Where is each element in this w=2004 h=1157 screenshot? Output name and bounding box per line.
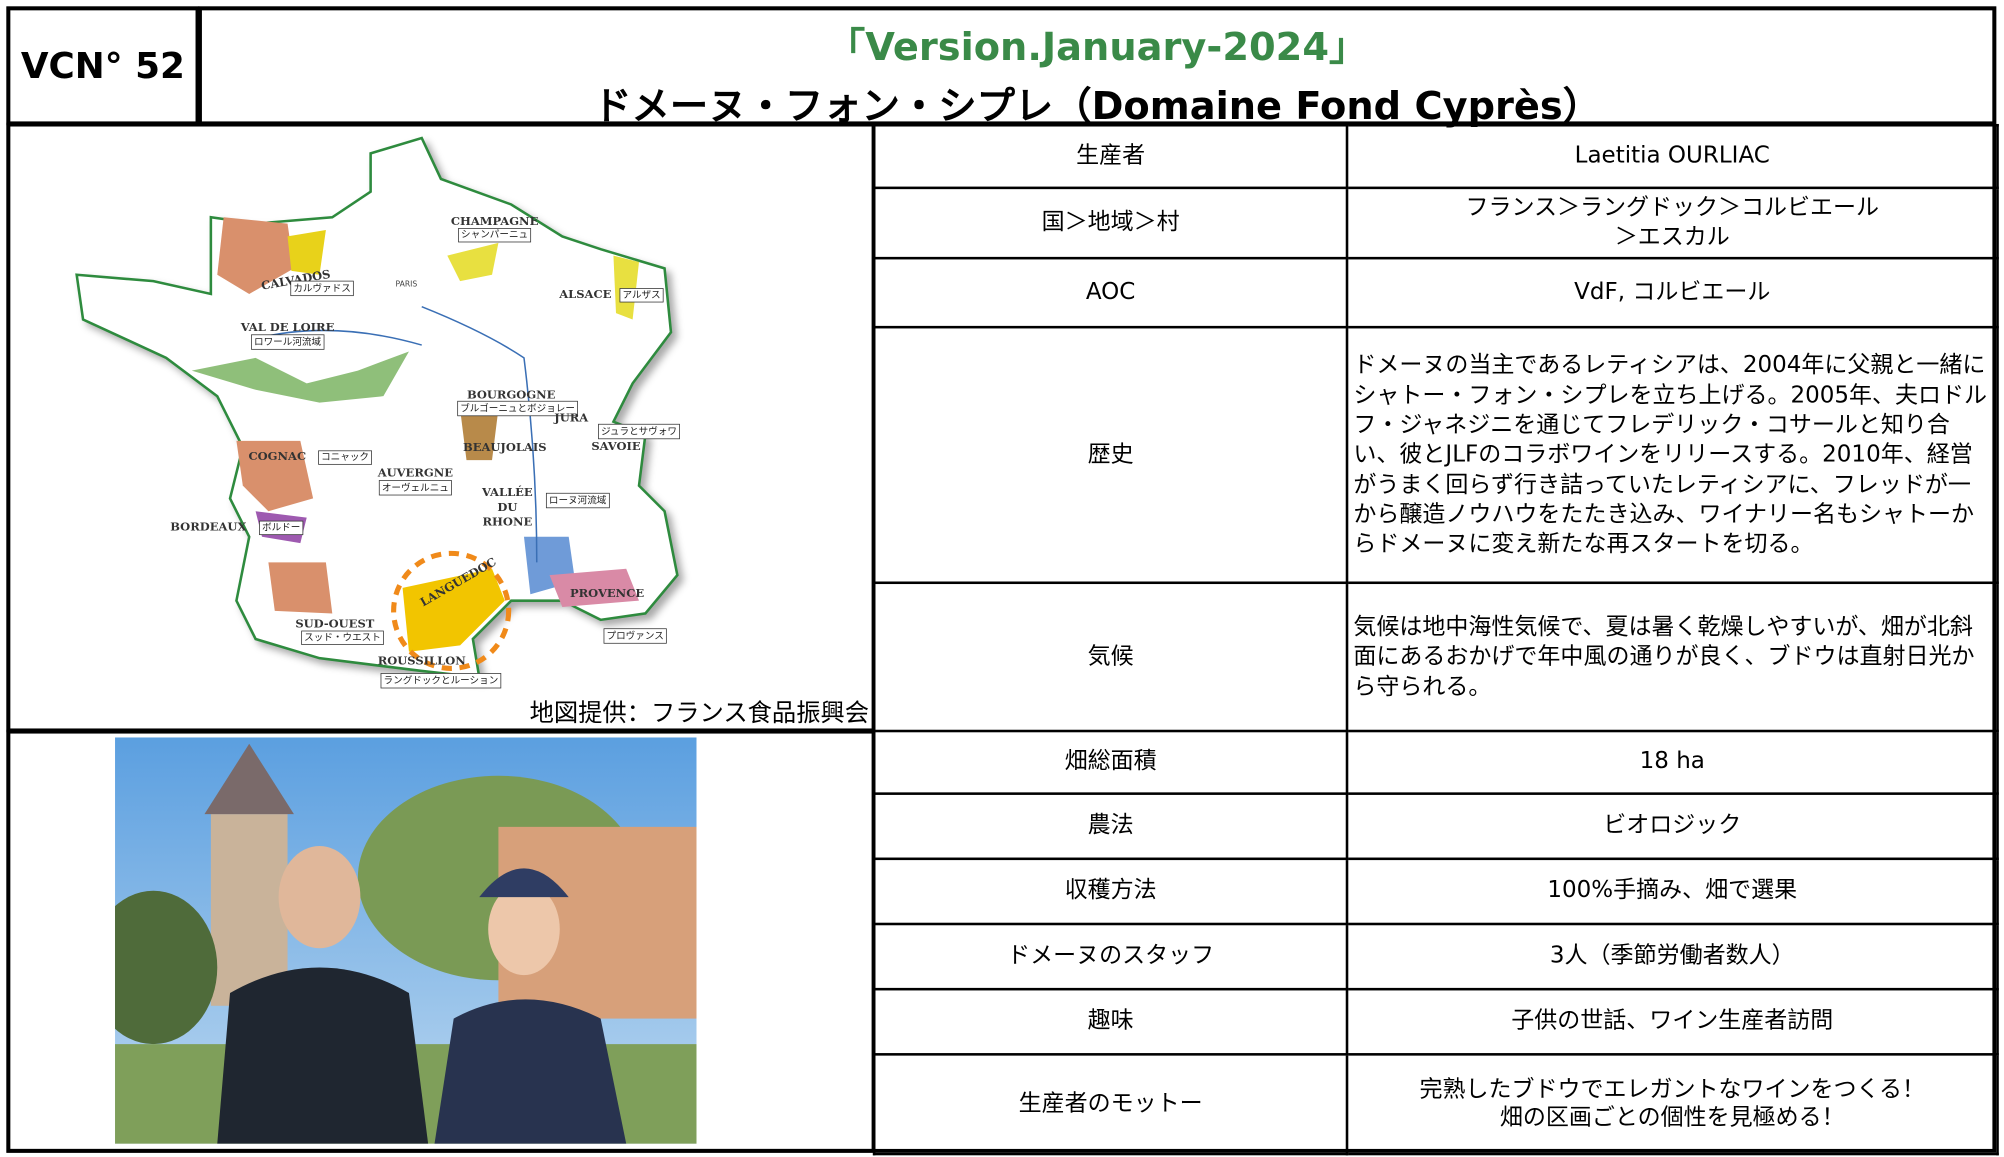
highlight <box>391 550 512 671</box>
label-cell: 農法 <box>872 792 1349 861</box>
label-cell: 気候 <box>872 581 1349 733</box>
region <box>236 440 314 512</box>
region <box>549 568 639 608</box>
table-row: 収穫方法 100%手摘み、畑で選果 <box>872 857 1999 926</box>
label-box <box>457 400 578 417</box>
map-label: SAVOIE <box>591 439 641 453</box>
label-box <box>598 423 680 440</box>
region <box>447 242 499 282</box>
region <box>268 562 333 614</box>
value-cell: Laetitia OURLIAC <box>1345 123 1999 190</box>
value-cell: 100%手摘み、畑で選果 <box>1345 857 1999 926</box>
title: ドメーヌ・フォン・シプレ（Domaine Fond Cyprès） <box>593 84 1602 130</box>
region <box>402 568 505 652</box>
label-box <box>458 228 532 243</box>
region <box>460 408 499 461</box>
table-row: 気候 気候は地中海性気候で、夏は暑く乾燥しやすいが、畑が北斜面にあるおかげで年中風… <box>872 581 1999 733</box>
version: 「Version.January-2024」 <box>826 25 1368 71</box>
map-label: RHONE <box>483 514 533 528</box>
map-label: アルザス <box>622 290 660 301</box>
label-cell: 趣味 <box>872 987 1349 1056</box>
label-box <box>380 673 502 689</box>
map-label: SUD-OUEST <box>295 616 374 630</box>
map-label: DU <box>497 500 517 514</box>
map-credit: 地図提供：フランス食品振興会 <box>529 699 870 728</box>
label-box <box>251 334 325 350</box>
map-label: ROUSSILLON <box>378 654 467 668</box>
map-label: オーヴェルニュ <box>382 482 449 494</box>
map-label: COGNAC <box>249 449 307 463</box>
label-cell: 国＞地域＞村 <box>872 186 1349 260</box>
region <box>191 351 409 403</box>
label-cell: 生産者のモットー <box>872 1053 1349 1156</box>
value-cell: VdF, コルビエール <box>1345 256 1999 329</box>
map-label: ラングドックとルーション <box>384 675 499 687</box>
map: CALVADOSカルヴァドスCHAMPAGNEシャンパーニュPARISALSAC… <box>75 136 680 689</box>
table-row: 国＞地域＞村 フランス＞ラングドック＞コルビエール ＞エスカル <box>872 186 1999 260</box>
label-box <box>619 288 664 303</box>
map-label: VALLÉE <box>481 485 533 499</box>
map-label: PARIS <box>395 279 417 288</box>
map-label: ロワール河流域 <box>254 336 321 348</box>
label-cell: 収穫方法 <box>872 857 1349 926</box>
value-cell: 3人（季節労働者数人） <box>1345 922 1999 991</box>
label-box <box>290 280 354 297</box>
map-label: PROVENCE <box>570 586 644 600</box>
map-label: カルヴァドス <box>293 282 350 294</box>
map-label: プロヴァンス <box>607 630 664 642</box>
region <box>287 230 326 275</box>
map-label: BORDEAUX <box>170 519 246 533</box>
table-row: 生産者のモットー 完熟したブドウでエレガントなワインをつくる！ 畑の区画ごとの個性… <box>872 1053 1999 1156</box>
map-label: シャンパーニュ <box>461 230 528 241</box>
map-label: BEAUJOLAIS <box>463 440 547 454</box>
map-label: BOURGOGNE <box>467 388 556 402</box>
map-label: JURA <box>553 411 589 425</box>
label-box <box>318 450 372 465</box>
map-label: ボルドー <box>262 522 300 533</box>
table-row: ドメーヌのスタッフ 3人（季節労働者数人） <box>872 922 1999 991</box>
label-box <box>545 492 610 509</box>
value-cell: 気候は地中海性気候で、夏は暑く乾燥しやすいが、畑が北斜面にあるおかげで年中風の通… <box>1345 581 1999 733</box>
table-row: 生産者 Laetitia OURLIAC <box>872 123 1999 190</box>
value-cell: 完熟したブドウでエレガントなワインをつくる！ 畑の区画ごとの個性を見極める！ <box>1345 1053 1999 1156</box>
table-row: 趣味 子供の世話、ワイン生産者訪問 <box>872 987 1999 1056</box>
region <box>613 255 639 320</box>
map-label: コニャック <box>321 452 369 463</box>
label-cell: ドメーヌのスタッフ <box>872 922 1349 991</box>
value-cell: 18 ha <box>1345 729 1999 795</box>
map-label: ブルゴーニュとボジョレー <box>460 403 575 415</box>
map-label: CHAMPAGNE <box>451 214 539 228</box>
label-cell: 畑総面積 <box>872 729 1349 795</box>
region <box>217 217 294 294</box>
table-row: 畑総面積 18 ha <box>872 729 1999 795</box>
map-label: ALSACE <box>558 287 611 301</box>
label-cell: 歴史 <box>872 325 1349 585</box>
map-label: ジュラとサヴォワ <box>601 426 677 438</box>
label-box <box>301 630 384 645</box>
value-cell: ドメーヌの当主であるレティシアは、2004年に父親と一緒にシャトー・フォン・シプ… <box>1345 325 1999 585</box>
value-cell: 子供の世話、ワイン生産者訪問 <box>1345 987 1999 1056</box>
label-box <box>603 628 667 644</box>
map-label: スッド・ウエスト <box>304 632 381 643</box>
table-row: AOC VdF, コルビエール <box>872 256 1999 329</box>
label-cell: 生産者 <box>872 123 1349 190</box>
value-cell: フランス＞ラングドック＞コルビエール ＞エスカル <box>1345 186 1999 260</box>
label-box <box>259 520 304 536</box>
map-label: AUVERGNE <box>377 466 454 480</box>
map-label: ローヌ河流域 <box>549 495 607 507</box>
label-cell: AOC <box>872 256 1349 329</box>
table-row: 歴史 ドメーヌの当主であるレティシアは、2004年に父親と一緒にシャトー・フォン・… <box>872 325 1999 585</box>
table-row: 農法 ビオロジック <box>872 792 1999 861</box>
value-cell: ビオロジック <box>1345 792 1999 861</box>
label-box <box>378 480 452 496</box>
header-box <box>198 6 1997 126</box>
info-table: 生産者 Laetitia OURLIAC 国＞地域＞村 フランス＞ラングドック＞コルビ… <box>872 123 1999 1156</box>
map-label: VAL DE LOIRE <box>240 320 335 334</box>
producer-photo <box>115 737 697 1144</box>
